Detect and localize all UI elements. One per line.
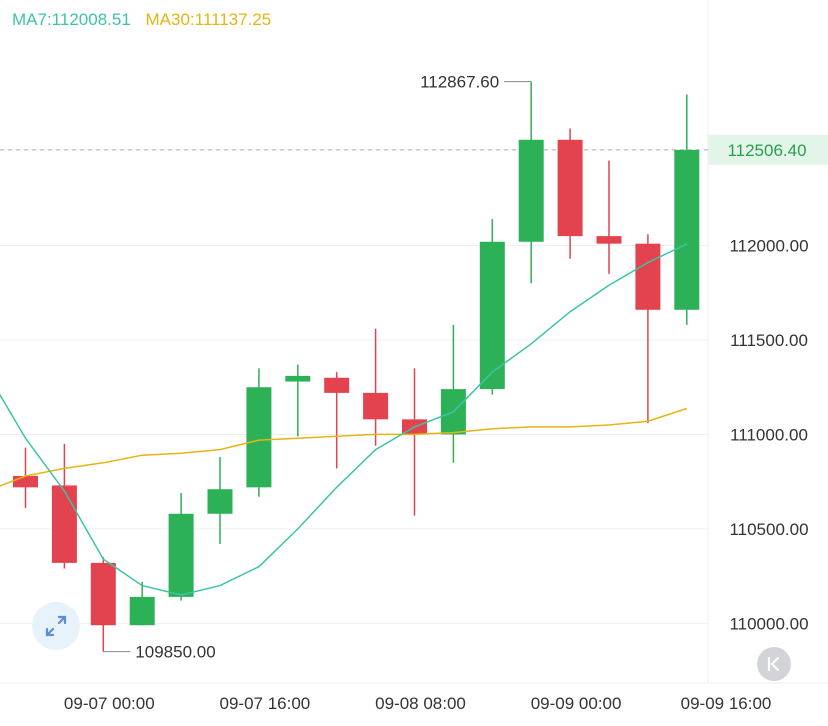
candle (363, 328, 389, 446)
candle (246, 368, 272, 497)
ma7-legend-label: MA7:112008.51 (12, 10, 131, 29)
y-tick-label: 110500.00 (729, 520, 808, 539)
y-tick-label: 110000.00 (729, 614, 808, 633)
y-tick-label: 112000.00 (729, 237, 808, 256)
candle-body (51, 485, 77, 563)
current-price-background (708, 134, 828, 165)
candle (440, 324, 466, 463)
ma30-line (0, 407, 688, 487)
expand-button[interactable] (32, 602, 80, 650)
candle (168, 493, 194, 601)
ma-legend: MA7:112008.51 MA30:111137.25 (12, 10, 271, 30)
candle-body (246, 387, 272, 488)
grid-lines (0, 0, 828, 684)
x-tick-label: 09-09 16:00 (681, 694, 772, 713)
candle-body (129, 596, 155, 626)
candles (13, 81, 700, 652)
candle-body (207, 489, 233, 514)
candle (518, 81, 544, 284)
kline-scroll-button[interactable] (757, 647, 791, 681)
max-price-label: 112867.60 (420, 73, 499, 92)
y-tick-label: 111500.00 (730, 331, 808, 350)
candle-body (324, 377, 350, 393)
candle (13, 447, 38, 509)
candle (402, 368, 427, 516)
candle (635, 234, 661, 424)
candle (596, 160, 622, 274)
candle-body (13, 476, 38, 488)
candle (207, 457, 233, 544)
ma30-legend-label: MA30:111137.25 (145, 10, 272, 29)
x-tick-label: 09-07 16:00 (220, 694, 311, 713)
candle-body (596, 236, 622, 244)
min-price-label: 109850.00 (135, 643, 215, 662)
candle (129, 581, 155, 626)
candle (324, 372, 350, 469)
candle-body (285, 375, 311, 382)
current-price-tag: 112506.40 (708, 134, 828, 165)
y-tick-label: 111000.00 (730, 425, 808, 444)
y-axis: 112000.00 111500.00 111000.00 110500.00 1100… (729, 237, 808, 634)
ma7-line (0, 243, 688, 596)
candle (51, 443, 77, 569)
candle-body (674, 149, 700, 310)
candle (674, 94, 700, 325)
candle-body (168, 513, 194, 597)
candle (557, 128, 583, 259)
current-price-label: 112506.40 (727, 141, 806, 160)
candle (285, 364, 311, 437)
candle-body (363, 392, 389, 420)
candle-body (479, 241, 505, 390)
extreme-labels: 112867.60 109850.00 (103, 73, 532, 662)
x-tick-label: 09-08 08:00 (375, 694, 466, 713)
candle-body (90, 562, 116, 626)
x-axis: 09-07 00:00 09-07 16:00 09-08 08:00 09-09 0… (64, 694, 771, 713)
candle (479, 219, 505, 395)
candle-body (518, 139, 544, 242)
candle-body (557, 139, 583, 237)
x-tick-label: 09-07 00:00 (64, 694, 155, 713)
candle (90, 557, 116, 652)
x-tick-label: 09-09 00:00 (531, 694, 622, 713)
chevron-left-bar-icon (767, 656, 780, 672)
candle-body (635, 243, 661, 310)
expand-icon (45, 615, 67, 637)
